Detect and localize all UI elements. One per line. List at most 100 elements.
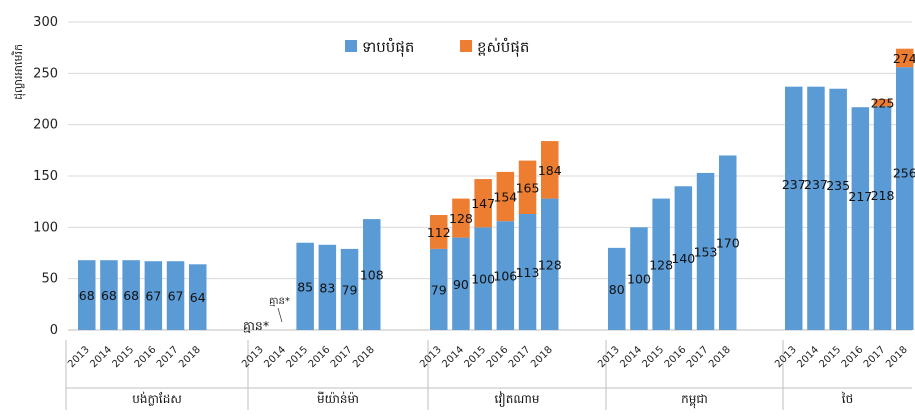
year-tick-label: 2016 [663, 344, 689, 370]
bar-low [896, 67, 914, 330]
bar-high [430, 215, 448, 249]
bar-high [541, 141, 559, 199]
bar-low [608, 247, 626, 330]
year-tick-label: 2016 [485, 344, 511, 370]
bar-low-label: 79 [431, 282, 447, 297]
bar-low-label: 256 [893, 166, 915, 181]
bar-low [452, 237, 470, 330]
country-label: ថៃ [841, 391, 853, 406]
bar-low [496, 221, 515, 330]
y-tick-label: 250 [33, 66, 58, 81]
year-tick-label: 2018 [707, 344, 733, 370]
bar-low [696, 172, 715, 330]
year-tick-label: 2017 [507, 344, 533, 370]
y-tick-label: 200 [33, 118, 58, 133]
bar-low [630, 227, 648, 330]
bar-low [430, 248, 448, 330]
bar-low-label: 68 [101, 288, 117, 303]
bar-low [851, 107, 870, 330]
year-tick-label: 2016 [133, 344, 159, 370]
year-tick-label: 2017 [155, 344, 181, 370]
bar-low-label: 80 [609, 282, 625, 297]
y-tick-label: 300 [33, 15, 58, 30]
no-data-note: គ្មាន* [269, 296, 290, 307]
y-tick-label: 100 [33, 220, 58, 235]
bar-high-label: 147 [471, 196, 495, 211]
year-tick-label: 2018 [529, 344, 555, 370]
year-tick-label: 2018 [351, 344, 377, 370]
country-label: កម្ពុជា [681, 392, 708, 409]
bar-low [296, 242, 314, 330]
year-tick-label: 2014 [795, 344, 821, 370]
bar-low-label: 67 [145, 289, 161, 304]
legend-label: ខ្ពស់បំផុត [477, 37, 529, 57]
bar-low-label: 237 [782, 177, 806, 192]
bar-low-label: 100 [627, 272, 651, 287]
year-tick-label: 2016 [840, 344, 866, 370]
year-tick-label: 2013 [596, 344, 622, 370]
year-tick-label: 2013 [66, 344, 92, 370]
y-tick-label: 150 [33, 169, 58, 184]
bar-low-label: 237 [804, 177, 828, 192]
country-label: បង់ក្លាដែស [132, 391, 182, 406]
bar-low-label: 235 [826, 178, 850, 193]
bar-low-label: 106 [493, 269, 517, 284]
bar-low-label: 85 [297, 279, 313, 294]
bar-high-label: 274 [893, 51, 915, 66]
bar-low [652, 198, 670, 330]
bar-low [674, 186, 693, 330]
bar-low-label: 217 [848, 189, 872, 204]
year-tick-label: 2017 [329, 344, 355, 370]
bar-low [189, 264, 207, 330]
note-pointer [277, 307, 283, 323]
year-tick-label: 2016 [307, 344, 333, 370]
bar-low-label: 128 [649, 257, 673, 272]
bar-low-label: 68 [79, 288, 95, 303]
y-axis: 0 50 100 150 200 250 300 [33, 15, 58, 338]
year-tick-label: 2014 [262, 344, 288, 370]
bar-low-label: 128 [538, 257, 562, 272]
bar-low-label: 153 [694, 244, 718, 259]
bar-high [496, 171, 515, 222]
bar-low [340, 248, 359, 330]
bar-high [896, 48, 914, 68]
bar-low-label: 108 [360, 268, 384, 283]
bar-high [452, 198, 470, 238]
bar-low-label: 90 [453, 277, 469, 292]
year-tick-label: 2015 [817, 344, 843, 370]
bar-low-label: 140 [671, 251, 695, 266]
year-tick-label: 2017 [685, 344, 711, 370]
bar-high-label: 128 [449, 211, 473, 226]
legend-label: ទាបបំផុត [362, 37, 414, 57]
bar-high-label: 154 [493, 190, 517, 205]
bar-low [785, 86, 803, 331]
bar-low-label: 100 [471, 272, 495, 287]
bar-low-label: 83 [319, 280, 335, 295]
bar-low [829, 88, 847, 330]
year-tick-label: 2014 [440, 344, 466, 370]
bar-low-label: 68 [123, 288, 139, 303]
country-label: មីយ៉ាន់ម៉ា [317, 391, 359, 406]
bar-high-label: 165 [516, 180, 540, 195]
bar-low [873, 106, 892, 330]
bar-low-label: 67 [168, 289, 184, 304]
year-tick-label: 2018 [884, 344, 910, 370]
bar-low [166, 261, 185, 330]
legend-swatch [345, 40, 357, 52]
bar-low [719, 155, 737, 330]
legend-swatch [460, 40, 472, 52]
bar-high-label: 112 [427, 225, 451, 240]
y-tick-label: 50 [41, 272, 58, 287]
bar-low-label: 170 [716, 236, 740, 251]
bar-low [144, 261, 163, 330]
bar-high [873, 99, 892, 107]
year-tick-label: 2015 [462, 344, 488, 370]
year-tick-label: 2014 [88, 344, 114, 370]
bar-low-label: 218 [871, 188, 895, 203]
bar-low [807, 86, 825, 331]
country-label: វៀតណាម [495, 391, 540, 407]
bar-low-label: 64 [190, 290, 206, 305]
no-data-note: គ្មាន* [243, 318, 269, 333]
